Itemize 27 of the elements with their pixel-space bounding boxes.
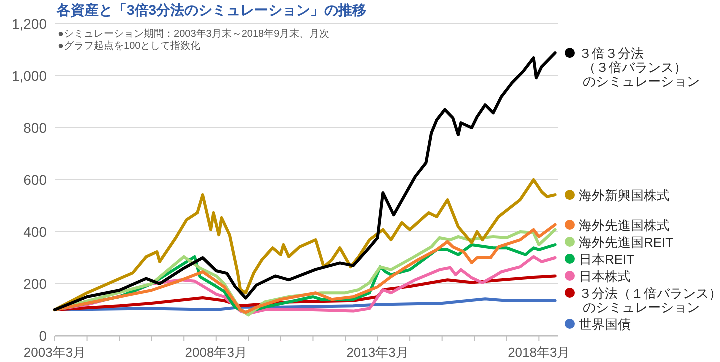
y-tick-label: 800 [24, 120, 48, 136]
label: 海外先進国株式 [565, 218, 670, 233]
line-series [54, 52, 557, 312]
y-tick-label: 1,000 [12, 68, 48, 84]
legend-label: 日本REIT [579, 252, 635, 267]
label: 日本株式 [565, 268, 631, 284]
x-tick-label: 2018年3月 [508, 345, 570, 360]
label: ３倍３分法（３倍バランス）のシミュレーション [565, 46, 700, 90]
legend-label: 世界国債 [579, 316, 631, 332]
y-tick-label: 400 [24, 224, 48, 240]
x-tick-label: 2013年3月 [346, 345, 409, 360]
label: 世界国債 [565, 316, 631, 332]
label: ３分法（１倍バランス）のシミュレーション [565, 286, 720, 315]
line-series [54, 178, 557, 312]
chart-title: 各資産と「3倍3分法のシミュレーション」の推移 [56, 2, 367, 18]
y-tick-label: 0 [39, 328, 48, 344]
y-tick-label: 200 [24, 276, 48, 292]
annotation: ●シミュレーション期間：2003年3月末～2018年9月末、月次 [58, 28, 330, 40]
y-tick-label: 1,200 [12, 16, 48, 32]
label: 海外先進国REIT [565, 234, 674, 250]
x-tick-label: 2008年3月 [185, 345, 248, 360]
annotation: ●グラフ起点を100として指数化 [58, 40, 201, 52]
x-tick-label: 2003年3月 [24, 345, 86, 360]
legend-label: 日本株式 [579, 268, 631, 284]
label: 日本REIT [565, 252, 635, 267]
label: 海外新興国株式 [565, 188, 670, 204]
y-tick-label: 600 [24, 172, 48, 188]
